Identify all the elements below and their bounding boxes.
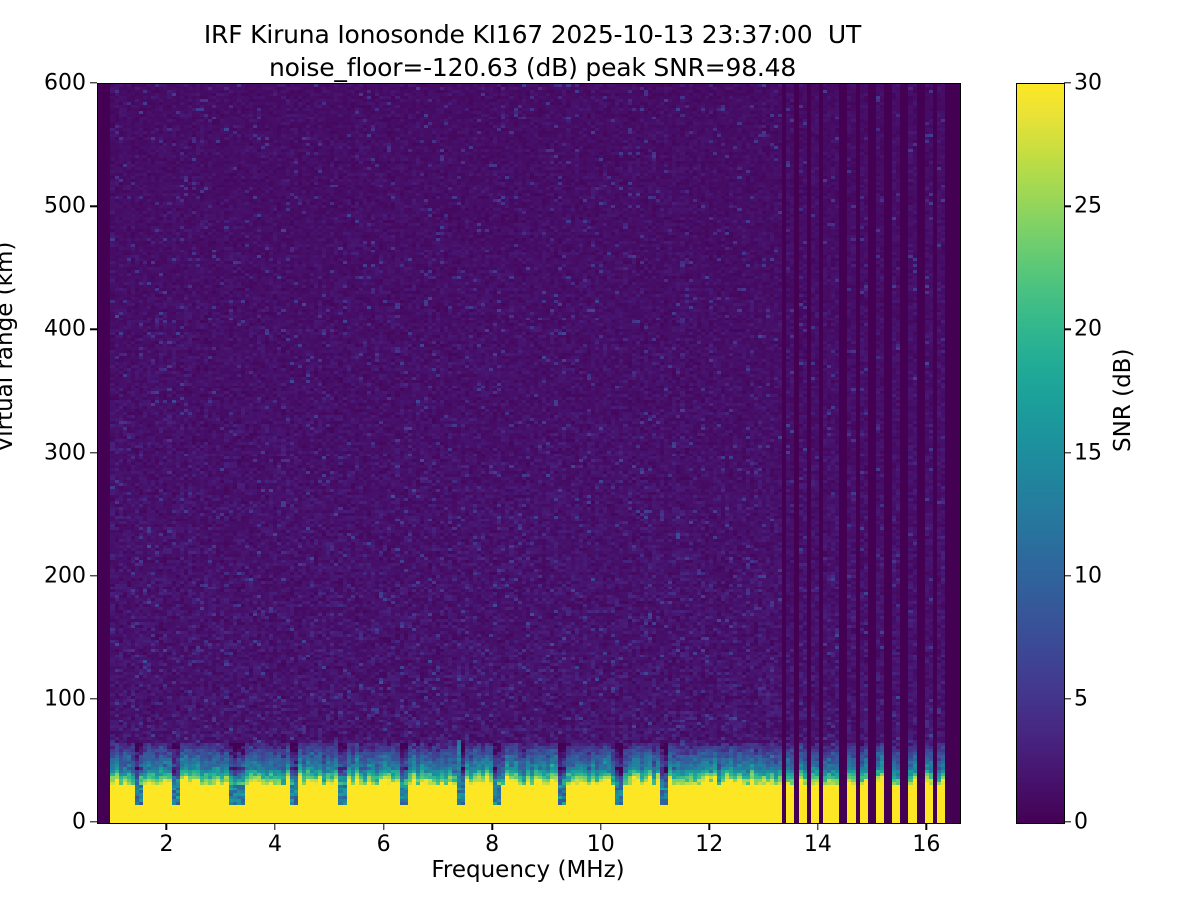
colorbar-tick-label: 10 <box>1074 563 1102 589</box>
y-tick-label: 500 <box>44 193 86 219</box>
page-title: IRF Kiruna Ionosonde KI167 2025-10-13 23… <box>0 18 1065 84</box>
y-tick-label: 200 <box>44 563 86 589</box>
x-tick-mark <box>600 823 602 831</box>
y-tick-label: 600 <box>44 70 86 96</box>
x-tick-mark <box>708 823 710 831</box>
ionogram-plot-area <box>97 83 961 824</box>
y-tick-mark <box>90 328 97 331</box>
colorbar-gradient <box>1017 84 1064 823</box>
x-tick-label: 4 <box>268 832 283 857</box>
colorbar-tick-mark <box>1064 451 1072 454</box>
x-tick-mark <box>491 823 493 831</box>
x-tick-label: 6 <box>376 832 391 857</box>
colorbar <box>1016 83 1065 824</box>
colorbar-tick-label: 20 <box>1074 316 1102 342</box>
x-tick-label: 10 <box>586 832 615 857</box>
y-tick-mark <box>90 205 97 207</box>
colorbar-tick-mark <box>1064 821 1072 823</box>
colorbar-tick-mark <box>1064 82 1072 84</box>
colorbar-label: SNR (dB) <box>1110 348 1136 452</box>
y-tick-mark <box>90 698 97 700</box>
x-tick-mark <box>382 823 385 831</box>
x-tick-mark <box>165 823 168 831</box>
x-tick-label: 16 <box>912 832 941 857</box>
x-tick-mark <box>274 823 276 831</box>
y-axis-label: Virtual range (km) <box>0 241 18 452</box>
snr-heatmap <box>98 84 960 823</box>
y-tick-mark <box>90 82 97 84</box>
y-tick-label: 100 <box>44 686 86 712</box>
y-tick-label: 300 <box>44 440 86 465</box>
title-line-2: noise_floor=-120.63 (dB) peak SNR=98.48 <box>268 53 797 82</box>
colorbar-tick-mark <box>1064 574 1072 577</box>
y-tick-label: 0 <box>72 809 86 835</box>
y-tick-mark <box>90 821 97 823</box>
y-tick-mark <box>90 451 97 454</box>
colorbar-tick-mark <box>1064 205 1072 207</box>
colorbar-tick-mark <box>1064 328 1072 331</box>
colorbar-tick-label: 15 <box>1074 440 1102 465</box>
x-tick-label: 8 <box>485 832 500 857</box>
x-tick-label: 14 <box>803 832 832 857</box>
colorbar-tick-mark <box>1064 698 1072 700</box>
x-tick-label: 12 <box>695 832 724 857</box>
colorbar-tick-label: 25 <box>1074 193 1102 219</box>
y-tick-mark <box>90 574 97 577</box>
colorbar-tick-label: 5 <box>1074 686 1088 712</box>
colorbar-tick-label: 0 <box>1074 809 1088 835</box>
title-line-1: IRF Kiruna Ionosonde KI167 2025-10-13 23… <box>203 20 862 49</box>
y-tick-label: 400 <box>44 316 86 342</box>
x-tick-mark <box>925 823 928 831</box>
x-tick-mark <box>817 823 819 831</box>
x-tick-label: 2 <box>159 832 174 857</box>
x-axis-label: Frequency (MHz) <box>431 857 625 883</box>
colorbar-tick-label: 30 <box>1074 70 1102 96</box>
